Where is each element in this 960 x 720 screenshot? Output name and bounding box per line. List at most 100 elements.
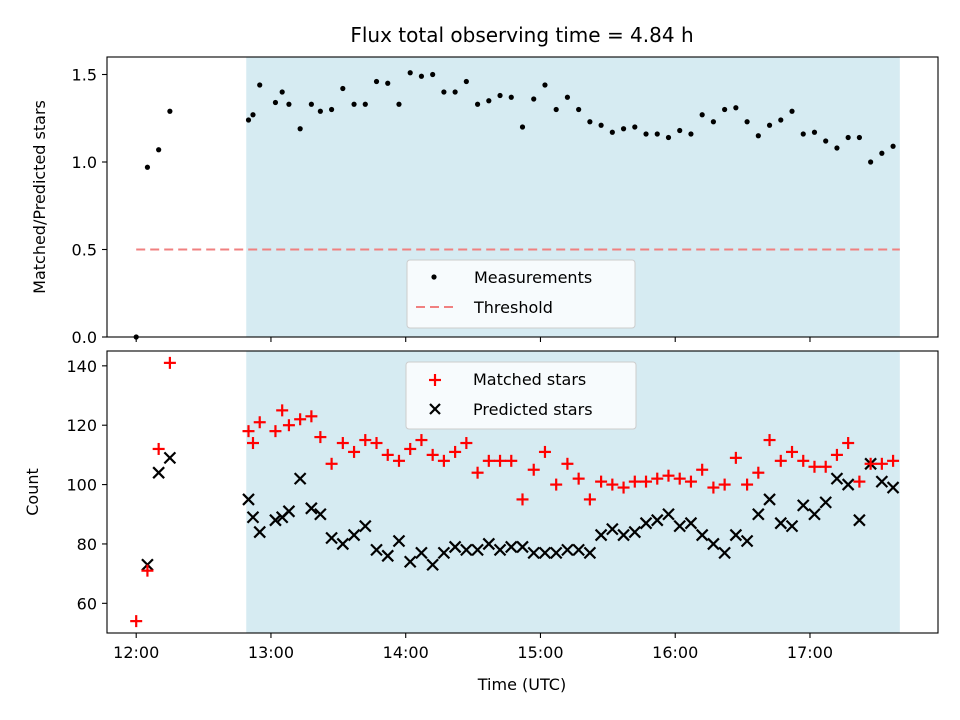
measurement-point: [710, 119, 717, 125]
matched-point: [449, 445, 462, 458]
measurement-point: [272, 99, 279, 106]
matched-point: [426, 448, 439, 461]
measurement-point: [373, 78, 380, 85]
top-legend-box: [406, 259, 636, 329]
legend-predicted-marker: [429, 403, 441, 415]
matched-point: [875, 457, 888, 470]
measurement-point: [407, 70, 413, 76]
predicted-point: [269, 513, 282, 527]
measurement-point: [531, 96, 537, 102]
legend-threshold-label: Threshold: [473, 298, 553, 317]
matched-point: [864, 457, 877, 470]
predicted-point: [347, 528, 361, 542]
measurement-point: [789, 108, 795, 114]
matched-point: [887, 454, 900, 467]
predicted-point: [707, 537, 720, 551]
matched-stars-points: [130, 356, 900, 628]
predicted-point: [437, 546, 451, 560]
matched-point: [494, 454, 507, 467]
x-tick-label: 16:00: [652, 643, 698, 662]
matched-point: [152, 442, 165, 455]
measurement-point: [845, 134, 851, 141]
matched-point: [381, 448, 394, 461]
measurement-point: [279, 89, 285, 95]
measurement-point: [778, 117, 784, 123]
measurement-point: [699, 112, 705, 118]
matched-point: [336, 437, 349, 450]
predicted-point: [763, 493, 776, 506]
measurement-point: [823, 138, 829, 144]
matched-point: [282, 419, 295, 432]
matched-point: [276, 404, 289, 417]
legend-matched-marker: [429, 374, 441, 386]
measurement-point: [868, 159, 874, 165]
matched-point: [651, 472, 664, 485]
predicted-point: [606, 522, 619, 536]
predicted-point: [572, 543, 585, 557]
predicted-point: [796, 499, 810, 512]
measurement-point: [508, 94, 514, 100]
y-tick-label: 100: [66, 476, 97, 495]
predicted-point: [628, 525, 642, 539]
measurement-point: [351, 101, 357, 107]
measurement-point: [564, 94, 571, 100]
matched-point: [550, 478, 563, 491]
matched-point: [141, 564, 154, 577]
chart-title: Flux total observing time = 4.84 h: [350, 23, 693, 47]
predicted-point: [684, 516, 698, 530]
measurement-point: [632, 124, 638, 130]
y-tick-label: 120: [66, 416, 97, 435]
predicted-point: [293, 472, 307, 485]
predicted-point: [853, 513, 866, 527]
measurement-point: [766, 122, 773, 128]
matched-point: [246, 437, 259, 450]
measurement-point: [167, 108, 173, 114]
predicted-point: [482, 537, 496, 551]
matched-point: [640, 475, 653, 488]
x-tick-label: 13:00: [248, 643, 294, 662]
matched-point: [583, 493, 596, 506]
x-tick-label: 12:00: [113, 643, 159, 662]
measurement-point: [286, 101, 292, 107]
measurement-point: [441, 89, 447, 95]
matched-point: [482, 454, 495, 467]
predicted-point: [426, 558, 439, 572]
top-plot-frame: [106, 56, 939, 338]
predicted-point: [314, 507, 327, 521]
bottom-legend-box: [405, 361, 637, 430]
predicted-point: [785, 519, 799, 533]
measurement-point: [474, 101, 481, 107]
measurement-point: [722, 106, 728, 113]
matched-point: [359, 434, 372, 447]
predicted-point: [403, 555, 417, 569]
matched-point: [505, 454, 518, 467]
predicted-point: [471, 543, 484, 557]
predicted-point: [516, 540, 529, 554]
matched-point: [415, 434, 428, 447]
matched-point: [628, 475, 641, 488]
measurement-point: [463, 78, 469, 85]
measurement-point: [430, 71, 436, 78]
matched-point: [808, 460, 821, 473]
measurement-point: [245, 117, 252, 123]
predicted-point: [662, 507, 675, 521]
matched-point: [538, 445, 551, 458]
predicted-point: [673, 519, 686, 533]
matched-point: [662, 469, 675, 482]
matched-point: [774, 454, 787, 467]
matched-point: [130, 615, 143, 628]
predicted-point: [740, 534, 754, 548]
matched-point: [741, 478, 754, 491]
bottom-plot-frame: [106, 350, 939, 634]
y-tick-label: 0.5: [72, 241, 97, 260]
predicted-point: [460, 543, 473, 557]
measurement-point: [890, 143, 896, 149]
measurement-point: [257, 82, 263, 88]
predicted-point: [729, 528, 743, 542]
predicted-point: [830, 472, 844, 485]
predicted-point: [370, 543, 383, 557]
matched-point: [325, 457, 338, 470]
predicted-point: [527, 546, 541, 560]
top-y-ticks: 0.0 0.5 1.0 1.5: [72, 66, 107, 347]
predicted-point: [886, 481, 900, 494]
